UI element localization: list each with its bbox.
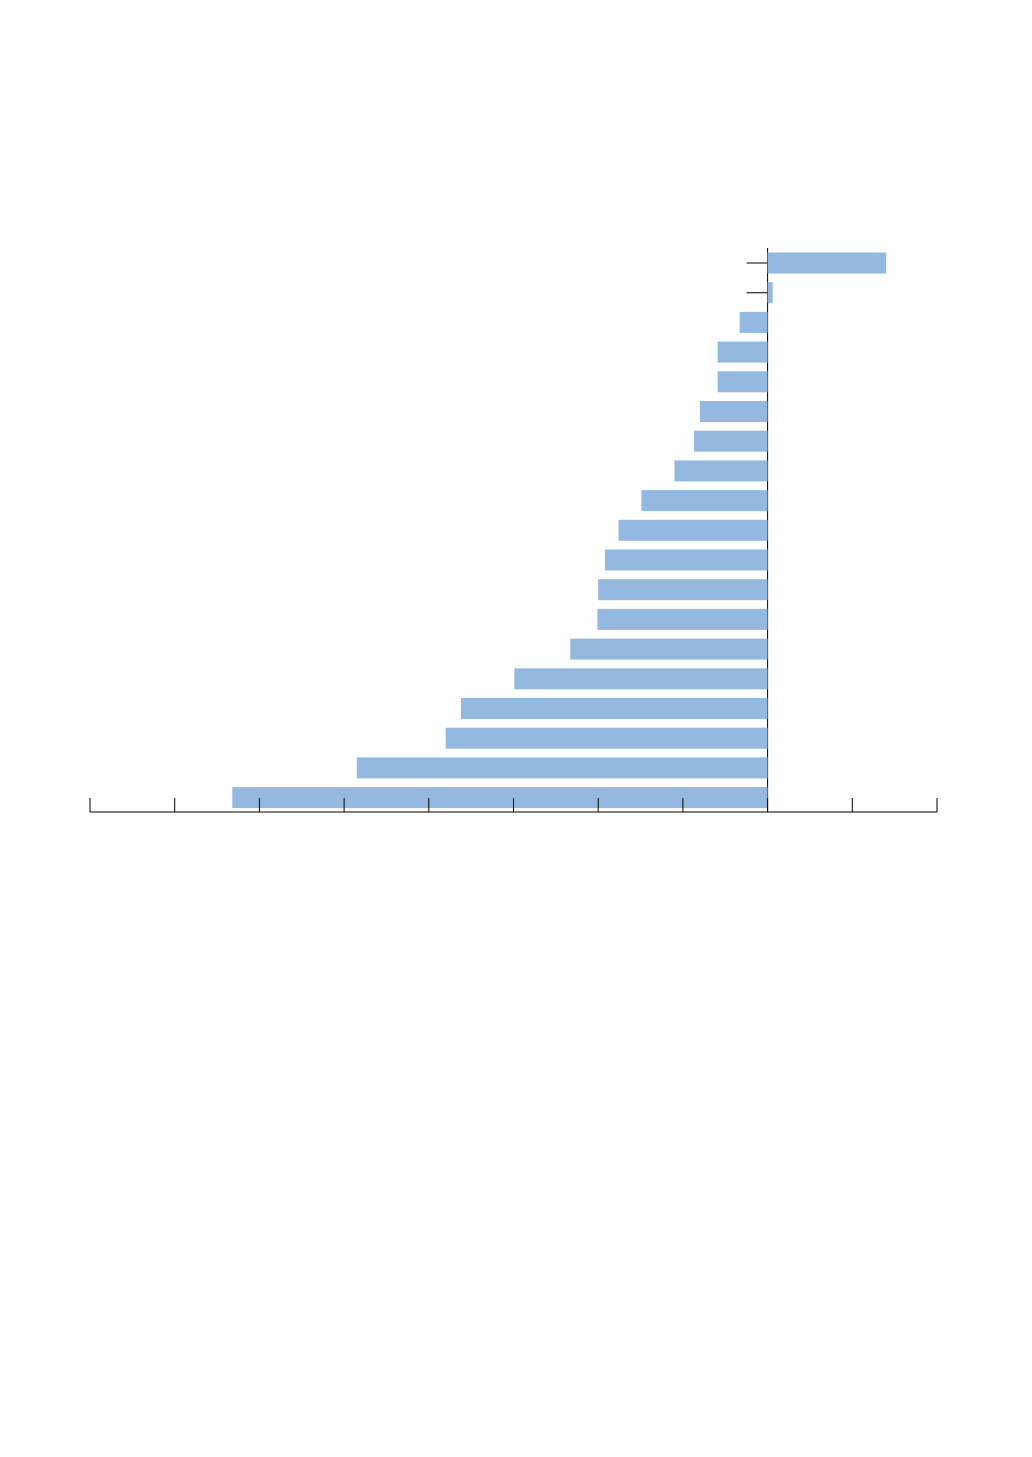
bar — [767, 282, 773, 304]
bar — [717, 371, 768, 393]
bar — [598, 579, 768, 601]
bar — [445, 727, 768, 749]
bar — [693, 430, 768, 452]
bar — [767, 252, 887, 274]
bar — [232, 787, 768, 809]
bar — [641, 490, 768, 512]
bar — [570, 638, 768, 660]
bar — [460, 698, 768, 719]
bar — [604, 549, 768, 571]
bar — [356, 757, 768, 779]
bar — [597, 608, 768, 630]
bar — [618, 519, 768, 541]
bar — [717, 341, 768, 363]
bar — [514, 668, 768, 690]
bar — [699, 401, 768, 422]
bar — [674, 460, 768, 482]
bar — [739, 311, 768, 333]
